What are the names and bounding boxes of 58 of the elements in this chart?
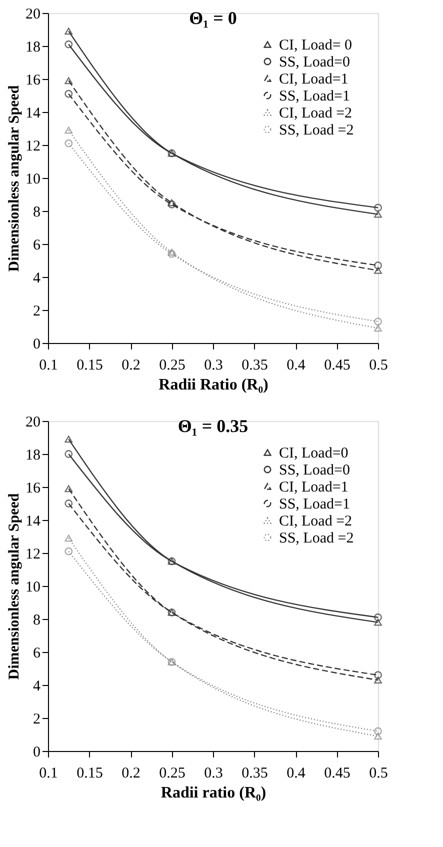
- x-tick-label: 0.5: [369, 766, 388, 782]
- legend-label: SS, Load=0: [279, 54, 350, 70]
- legend-label: SS, Load=1: [279, 496, 350, 512]
- y-tick-label: 16: [26, 480, 41, 496]
- legend-label: CI, Load=0: [279, 446, 348, 462]
- x-tick-label: 0.25: [159, 766, 186, 782]
- y-tick-label: 6: [33, 646, 41, 662]
- legend-label: SS, Load =2: [279, 122, 354, 138]
- x-tick-label: 0.15: [76, 766, 103, 782]
- x-tick-label: 0.3: [204, 766, 223, 782]
- y-tick-label: 16: [26, 72, 41, 88]
- y-tick-label: 12: [26, 546, 40, 562]
- legend-label: CI, Load =2: [279, 106, 352, 122]
- y-tick-label: 20: [26, 414, 40, 430]
- y-tick-label: 18: [26, 448, 40, 464]
- x-tick-label: 0.2: [122, 766, 140, 782]
- y-tick-label: 0: [33, 744, 40, 760]
- x-tick-label: 0.45: [324, 766, 350, 782]
- y-tick-label: 14: [26, 106, 41, 122]
- legend-label: CI, Load=1: [279, 480, 348, 496]
- chart-title: Θ₁ = 0.35: [178, 416, 248, 436]
- y-tick-label: 6: [33, 238, 41, 254]
- y-tick-label: 8: [33, 612, 40, 628]
- y-tick-label: 8: [33, 204, 40, 220]
- x-tick-label: 0.15: [76, 358, 103, 374]
- y-tick-label: 10: [26, 580, 40, 596]
- x-tick-label: 0.2: [122, 358, 140, 374]
- y-tick-label: 10: [26, 172, 40, 188]
- legend-label: SS, Load=0: [279, 462, 350, 478]
- legend-label: SS, Load=1: [279, 88, 350, 104]
- x-axis-title: Radii Ratio (R₀): [158, 376, 268, 394]
- y-tick-label: 2: [33, 304, 40, 320]
- y-tick-label: 0: [33, 336, 40, 352]
- x-axis-title: Radii ratio (R₀): [160, 784, 266, 802]
- y-tick-label: 14: [26, 514, 41, 530]
- x-tick-label: 0.45: [324, 358, 350, 374]
- x-tick-label: 0.35: [242, 358, 268, 374]
- legend-label: CI, Load=1: [279, 72, 348, 88]
- legend-label: SS, Load =2: [279, 530, 354, 546]
- y-axis-title: Dimensionless angular Speed: [6, 84, 22, 272]
- x-tick-label: 0.4: [286, 358, 306, 374]
- y-tick-label: 12: [26, 138, 40, 154]
- x-tick-label: 0.1: [39, 358, 58, 374]
- x-tick-label: 0.25: [159, 358, 186, 374]
- y-tick-label: 2: [33, 712, 40, 728]
- x-tick-label: 0.4: [286, 766, 306, 782]
- x-tick-label: 0.5: [369, 358, 388, 374]
- x-tick-label: 0.1: [39, 766, 58, 782]
- y-tick-label: 18: [26, 40, 40, 56]
- legend-label: CI, Load =2: [279, 514, 352, 530]
- legend-label: CI, Load= 0: [279, 38, 352, 54]
- y-tick-label: 4: [33, 678, 41, 694]
- y-tick-label: 4: [33, 270, 41, 286]
- x-tick-label: 0.35: [242, 766, 268, 782]
- y-tick-label: 20: [26, 6, 40, 22]
- chart-title: Θ₁ = 0: [189, 8, 237, 28]
- x-tick-label: 0.3: [204, 358, 223, 374]
- y-axis-title: Dimensionless angular Speed: [6, 492, 22, 680]
